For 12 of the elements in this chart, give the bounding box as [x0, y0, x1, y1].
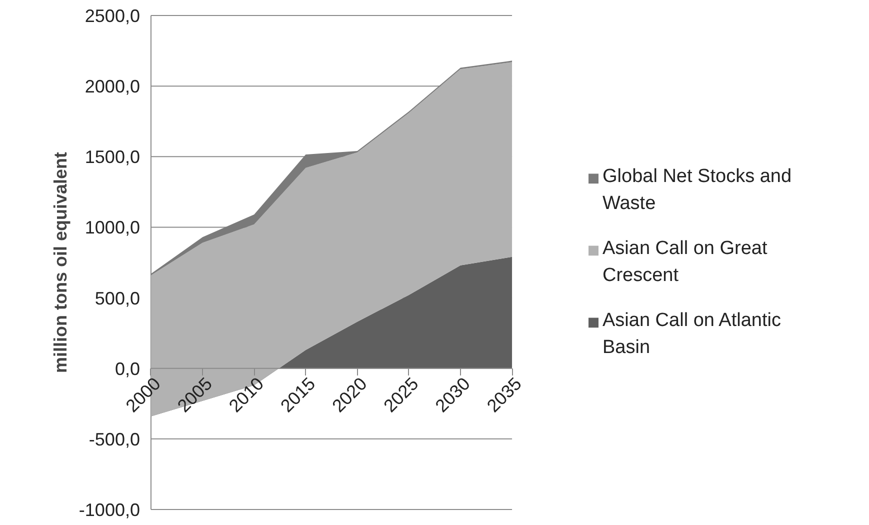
- y-tick-label: 2500,0: [84, 6, 140, 26]
- y-tick-label: 2000,0: [84, 76, 140, 97]
- legend-label: Asian Call on Atlantic Basin: [602, 310, 781, 358]
- y-tick-label: -500,0: [88, 429, 140, 450]
- y-tick-label: -1000,0: [78, 500, 140, 520]
- y-tick-label: 1000,0: [84, 218, 140, 238]
- y-axis-title: million tons oil equivalent: [50, 152, 70, 374]
- y-tick-label: 0,0: [114, 358, 140, 379]
- y-tick-label: 1500,0: [84, 147, 140, 168]
- y-tick-label: 500,0: [94, 288, 140, 308]
- legend-label: Global Net Stocks and Waste: [602, 166, 792, 214]
- legend-label: Asian Call on Great Crescent: [602, 238, 768, 286]
